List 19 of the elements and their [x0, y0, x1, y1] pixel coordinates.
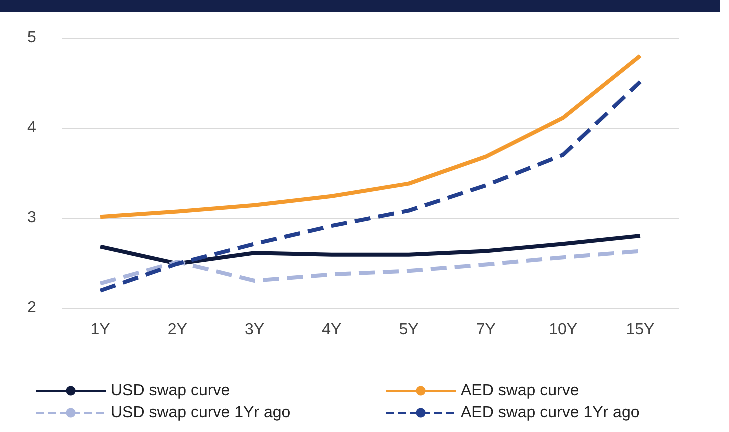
line-series	[98, 54, 642, 220]
y-tick-label: 2	[28, 300, 37, 316]
x-tick-label: 15Y	[626, 322, 655, 338]
line-series	[98, 234, 642, 266]
legend-label: USD swap curve 1Yr ago	[111, 404, 291, 422]
x-tick-label: 1Y	[90, 322, 111, 338]
x-tick-label: 5Y	[399, 322, 420, 338]
x-tick-label: 2Y	[168, 322, 188, 338]
x-tick-label: 7Y	[476, 322, 496, 338]
y-tick-label: 3	[28, 210, 37, 226]
y-tick-label: 5	[28, 30, 37, 46]
legend-label: USD swap curve	[111, 382, 230, 400]
legend-label: AED swap curve 1Yr ago	[461, 404, 640, 422]
x-tick-label: 3Y	[245, 322, 265, 338]
y-tick-label: 4	[28, 120, 37, 136]
x-tick-label: 4Y	[322, 322, 342, 338]
x-tick-label: 10Y	[549, 322, 578, 338]
legend-label: AED swap curve	[461, 382, 580, 400]
line-series	[98, 80, 642, 293]
